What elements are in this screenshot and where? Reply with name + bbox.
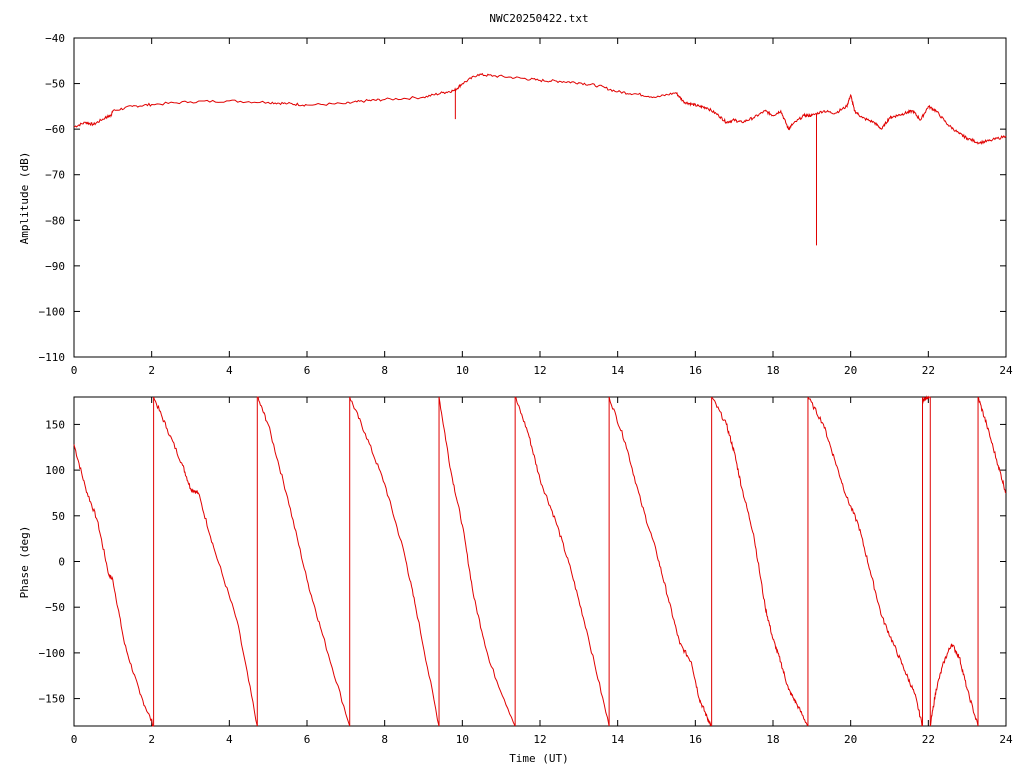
amplitude-y-tick-label: −90 [45, 260, 65, 273]
phase-y-tick-label: −100 [39, 647, 66, 660]
amplitude-x-tick-label: 4 [226, 364, 233, 377]
amplitude-plot-frame [73, 37, 1007, 358]
amplitude-ticks: 0 2 4 6 8 10 12 14 16 18 20 22 24−40−50−60−70−80−90−… [39, 32, 1013, 377]
phase-series-segment [929, 643, 979, 727]
phase-series-segment [807, 396, 923, 727]
phase-series-segment [73, 444, 154, 727]
phase-x-tick-label: 14 [611, 733, 625, 746]
amplitude-x-tick-label: 12 [533, 364, 546, 377]
phase-y-tick-label: −150 [39, 693, 66, 706]
phase-x-tick-label: 4 [226, 733, 233, 746]
amplitude-x-tick-label: 24 [999, 364, 1013, 377]
amplitude-x-tick-label: 2 [148, 364, 155, 377]
amplitude-y-tick-label: −60 [45, 123, 65, 136]
phase-y-tick-label: 50 [52, 510, 65, 523]
amplitude-y-tick-label: −80 [45, 214, 65, 227]
phase-x-tick-label: 0 [71, 733, 78, 746]
amplitude-x-tick-label: 16 [689, 364, 702, 377]
phase-plot-frame [73, 396, 1007, 727]
amplitude-y-tick-label: −100 [39, 305, 66, 318]
phase-series-segment [153, 396, 258, 727]
phase-x-tick-label: 12 [533, 733, 546, 746]
amplitude-panel: 0 2 4 6 8 10 12 14 16 18 20 22 24−40−50−60−70−80−90−… [18, 32, 1013, 377]
amplitude-y-tick-label: −50 [45, 78, 65, 91]
amplitude-series [73, 72, 1007, 246]
phase-y-axis-label: Phase (deg) [18, 526, 31, 599]
amplitude-x-tick-label: 20 [844, 364, 857, 377]
phase-x-tick-label: 18 [766, 733, 779, 746]
phase-series-segment [514, 396, 610, 727]
amplitude-x-tick-label: 10 [456, 364, 469, 377]
phase-y-tick-label: 0 [58, 556, 65, 569]
amplitude-y-axis-label: Amplitude (dB) [18, 152, 31, 245]
phase-series-segment [349, 396, 440, 727]
amplitude-x-tick-label: 0 [71, 364, 78, 377]
phase-series-segment [711, 396, 809, 727]
amplitude-series-line [73, 72, 1007, 145]
phase-series [73, 395, 1007, 727]
phase-x-tick-label: 16 [689, 733, 702, 746]
phase-series-segment [608, 396, 712, 727]
phase-x-tick-label: 10 [456, 733, 469, 746]
chart-title: NWC20250422.txt [489, 12, 588, 25]
amplitude-x-tick-label: 8 [381, 364, 388, 377]
phase-x-tick-label: 24 [999, 733, 1013, 746]
amplitude-y-tick-label: −110 [39, 351, 66, 364]
phase-ticks: 0 2 4 6 8 10 12 14 16 18 20 22 24150100500−50−100−15… [39, 397, 1013, 746]
phase-series-segment [257, 396, 351, 727]
phase-x-tick-label: 6 [304, 733, 311, 746]
phase-series-segment [438, 396, 516, 727]
phase-x-tick-label: 22 [922, 733, 935, 746]
phase-panel: 0 2 4 6 8 10 12 14 16 18 20 22 24150100500−50−100−15… [18, 395, 1013, 765]
phase-y-tick-label: −50 [45, 601, 65, 614]
phase-y-tick-label: 150 [45, 418, 65, 431]
amplitude-y-tick-label: −40 [45, 32, 65, 45]
phase-x-tick-label: 2 [148, 733, 155, 746]
phase-series-segment [922, 395, 931, 404]
amplitude-x-tick-label: 18 [766, 364, 779, 377]
phase-x-tick-label: 20 [844, 733, 857, 746]
amplitude-x-tick-label: 6 [304, 364, 311, 377]
amplitude-x-tick-label: 14 [611, 364, 625, 377]
phase-y-tick-label: 100 [45, 464, 65, 477]
phase-x-axis-label: Time (UT) [509, 752, 569, 765]
phase-x-tick-label: 8 [381, 733, 388, 746]
phase-series-segment [977, 396, 1007, 494]
amplitude-y-tick-label: −70 [45, 169, 65, 182]
amplitude-x-tick-label: 22 [922, 364, 935, 377]
